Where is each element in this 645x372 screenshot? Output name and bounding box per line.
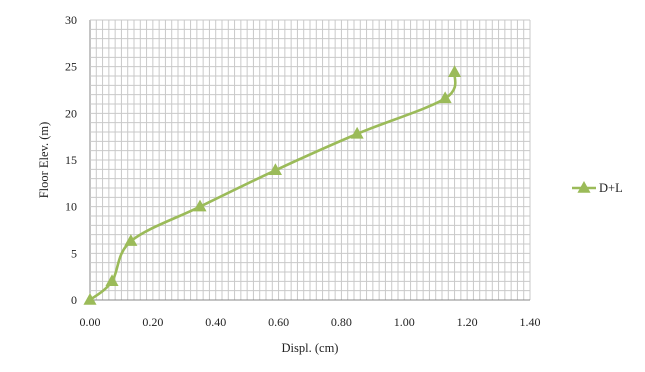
x-tick-label: 0.60 xyxy=(268,315,289,329)
x-tick-label: 0.80 xyxy=(331,315,352,329)
y-tick-label: 20 xyxy=(65,106,77,120)
x-tick-label: 0.00 xyxy=(80,315,101,329)
y-tick-label: 5 xyxy=(71,246,77,260)
data-point-triangle xyxy=(438,91,452,104)
y-tick-labels: 0 5 10 15 20 25 30 xyxy=(65,13,77,307)
y-axis-title: Floor Elev. (m) xyxy=(37,122,51,199)
x-tick-label: 1.00 xyxy=(394,315,415,329)
y-tick-label: 15 xyxy=(65,153,77,167)
legend: D+L xyxy=(572,180,623,195)
x-tick-label: 1.20 xyxy=(457,315,478,329)
data-point-triangle xyxy=(83,292,97,305)
data-point-triangle xyxy=(350,126,364,139)
data-point-triangle xyxy=(124,234,138,246)
grid-lines xyxy=(89,19,531,301)
data-point-triangle xyxy=(193,199,207,212)
legend-marker-triangle xyxy=(577,180,591,193)
data-point-triangle xyxy=(448,65,462,77)
x-tick-label: 0.20 xyxy=(142,315,163,329)
x-tick-label: 0.40 xyxy=(205,315,226,329)
series-line xyxy=(89,71,457,302)
y-tick-label: 25 xyxy=(65,60,77,74)
data-point-triangle xyxy=(105,274,119,287)
y-tick-label: 30 xyxy=(65,13,77,27)
plot-area xyxy=(83,65,462,305)
x-tick-label: 1.40 xyxy=(520,315,541,329)
legend-label: D+L xyxy=(599,181,623,195)
x-tick-labels: 0.00 0.20 0.40 0.60 0.80 1.00 1.20 1.40 xyxy=(80,315,541,329)
x-axis-title: Displ. (cm) xyxy=(282,341,339,355)
y-tick-label: 0 xyxy=(71,293,77,307)
data-point-triangle xyxy=(268,163,282,175)
y-tick-label: 10 xyxy=(65,200,77,214)
